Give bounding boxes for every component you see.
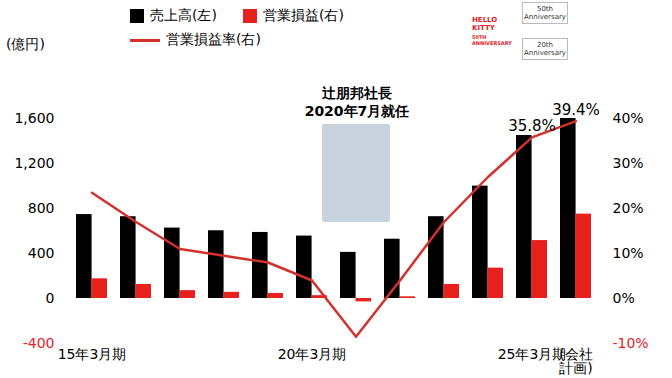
html-text:50TH ANNIVERSARY: 50TH ANNIVERSARY (472, 34, 512, 46)
svg-text:800: 800 (28, 200, 55, 216)
svg-text:400: 400 (28, 245, 55, 261)
html-text:(億円): (億円) (6, 36, 45, 52)
html-text:HELLO KITTY: HELLO KITTY (472, 16, 498, 32)
svg-text:0%: 0% (613, 290, 635, 306)
svg-text:-10%: -10% (613, 335, 649, 351)
svg-text:20年3月期: 20年3月期 (278, 346, 347, 362)
html-text:営業損益(右): 営業損益(右) (262, 7, 344, 23)
svg-text:40%: 40% (613, 110, 644, 126)
svg-text:10%: 10% (613, 245, 644, 261)
svg-text:25年3月期: 25年3月期 (498, 346, 567, 362)
svg-text:1,200: 1,200 (14, 155, 54, 171)
svg-text:39.4%: 39.4% (552, 101, 600, 119)
svg-text:35.8%: 35.8% (508, 117, 556, 135)
html-text:20th Anniversary: 20th Anniversary (524, 41, 566, 57)
html-text:営業損益率(右): 営業損益率(右) (166, 31, 261, 47)
svg-text:1,600: 1,600 (14, 110, 54, 126)
svg-text:30%: 30% (613, 155, 644, 171)
svg-text:20%: 20% (613, 200, 644, 216)
html-text:50th Anniversary: 50th Anniversary (524, 5, 566, 21)
svg-text:15年3月期: 15年3月期 (58, 346, 127, 362)
svg-text:0: 0 (46, 290, 55, 306)
html-text:辻朋邦社長 2020年7月就任: 辻朋邦社長 2020年7月就任 (304, 85, 410, 119)
svg-text:-400: -400 (23, 335, 55, 351)
svg-text:(会社計画): (会社計画) (559, 346, 592, 376)
html-text:売上高(左): 売上高(左) (150, 7, 217, 23)
